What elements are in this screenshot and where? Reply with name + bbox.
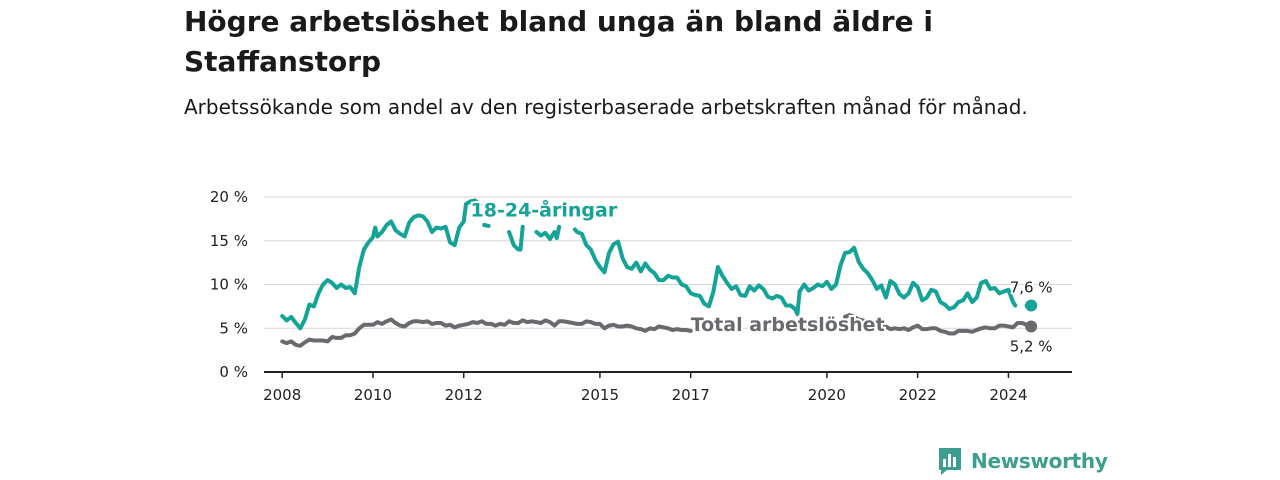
chart-title: Högre arbetslöshet bland unga än bland ä… (184, 5, 933, 78)
endpoint-marker-1 (1025, 320, 1038, 333)
y-tick-label: 5 % (219, 319, 248, 337)
newsworthy-bar-chart-icon (939, 448, 961, 475)
x-tick-label: 2015 (581, 386, 619, 404)
endpoint-marker-0 (1025, 299, 1038, 312)
x-tick-label: 2012 (445, 386, 483, 404)
series-label-0: 18-24-åringar (471, 197, 618, 221)
endpoint-label-1: 5,2 % (1010, 338, 1053, 356)
x-tick-label: 2024 (989, 386, 1027, 404)
series-lines (280, 198, 1034, 348)
gridlines (264, 196, 1072, 373)
y-axis-ticks: 0 % 5 % 10 % 15 % 20 % (210, 188, 248, 381)
y-tick-label: 0 % (219, 363, 248, 381)
brand-name: Newsworthy (971, 449, 1108, 473)
line-chart: 0 %5 %10 %15 %20 % 2008 2010 2012 2015 2017 2… (210, 188, 1072, 404)
x-tick-label: 2022 (899, 386, 937, 404)
series-line-0 (280, 198, 1034, 331)
endpoint-label-0: 7,6 % (1010, 279, 1053, 297)
x-axis-ticks: 2008 2010 2012 2015 2017 2020 2022 2024 (263, 372, 1028, 404)
x-tick-label: 2017 (672, 386, 710, 404)
newsworthy-logo: Newsworthy (937, 446, 1108, 476)
x-tick-label: 2010 (354, 386, 392, 404)
y-tick-label: 15 % (210, 232, 248, 250)
y-tick-label: 20 % (210, 188, 248, 206)
series-labels: 18-24-åringar Total arbetslöshet 7,6 % 5,2 … (469, 195, 1055, 357)
chart-subtitle: Arbetssökande som andel av den registerb… (184, 95, 1028, 119)
series-line-1 (280, 313, 1034, 348)
series-label-1: Total arbetslöshet (691, 314, 885, 336)
x-tick-label: 2020 (808, 386, 846, 404)
y-tick-label: 10 % (210, 276, 248, 294)
x-tick-label: 2008 (263, 386, 301, 404)
